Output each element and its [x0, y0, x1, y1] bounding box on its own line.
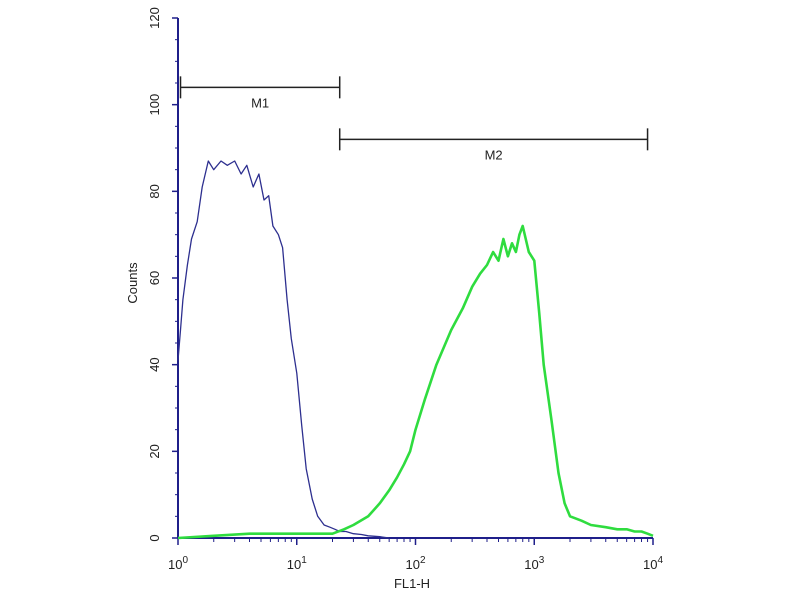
- marker-label: M1: [251, 95, 269, 110]
- axes: 0 20 40 60 80 100 120 100 101 102 103 104: [147, 7, 663, 572]
- x-tick-label: 104: [643, 555, 663, 572]
- y-tick-label: 20: [147, 444, 162, 458]
- y-tick-label: 120: [147, 7, 162, 29]
- y-tick-label: 80: [147, 184, 162, 198]
- x-tick-label: 103: [524, 555, 544, 572]
- series-line: [177, 224, 654, 540]
- x-tick-label: 101: [287, 555, 307, 572]
- marker-label: M2: [485, 147, 503, 162]
- gate-markers: M1 M2: [179, 76, 649, 162]
- x-tick-label: 100: [168, 555, 188, 572]
- y-tick-label: 100: [147, 94, 162, 116]
- data-series: [177, 160, 654, 540]
- x-tick-label: 102: [405, 555, 425, 572]
- y-tick-label: 0: [147, 534, 162, 541]
- y-tick-label: 60: [147, 271, 162, 285]
- series-line: [177, 160, 390, 539]
- x-axis-label: FL1-H: [394, 576, 430, 591]
- y-tick-label: 40: [147, 357, 162, 371]
- y-axis-label: Counts: [125, 262, 140, 304]
